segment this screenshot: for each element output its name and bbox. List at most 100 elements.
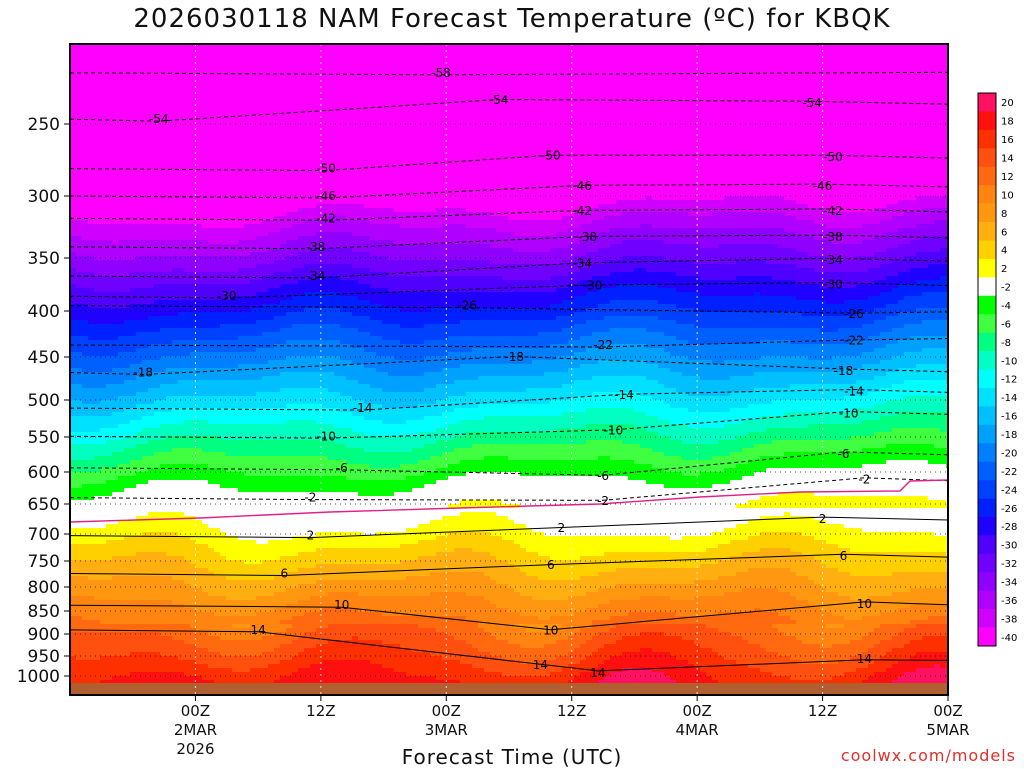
plot-area — [70, 44, 948, 695]
temperature-cell — [100, 52, 107, 57]
temperature-cell — [130, 400, 137, 405]
temperature-cell — [190, 236, 197, 241]
temperature-cell — [220, 680, 227, 685]
temperature-cell — [136, 344, 143, 349]
temperature-cell — [232, 592, 239, 597]
temperature-cell — [214, 448, 221, 453]
temperature-cell — [106, 144, 113, 149]
temperature-cell — [232, 76, 239, 81]
temperature-cell — [202, 288, 209, 293]
temperature-cell — [166, 512, 173, 517]
temperature-cell — [244, 312, 251, 317]
temperature-cell — [166, 252, 173, 257]
temperature-cell — [160, 652, 167, 657]
temperature-cell — [166, 228, 173, 233]
temperature-cell — [238, 212, 245, 217]
temperature-cell — [178, 144, 185, 149]
temperature-cell — [82, 624, 89, 629]
temperature-cell — [166, 440, 173, 445]
temperature-cell — [196, 336, 203, 341]
temperature-cell — [160, 620, 167, 625]
temperature-cell — [130, 580, 137, 585]
temperature-cell — [220, 568, 227, 573]
temperature-cell — [124, 504, 131, 509]
temperature-cell — [196, 272, 203, 277]
temperature-cell — [250, 296, 257, 301]
temperature-cell — [250, 212, 257, 217]
temperature-cell — [172, 132, 179, 137]
temperature-cell — [208, 536, 215, 541]
temperature-cell — [94, 140, 101, 145]
temperature-cell — [190, 356, 197, 361]
temperature-cell — [160, 324, 167, 329]
temperature-cell — [220, 504, 227, 509]
temperature-cell — [106, 284, 113, 289]
temperature-cell — [70, 668, 77, 673]
temperature-cell — [250, 56, 257, 61]
temperature-cell — [250, 120, 257, 125]
temperature-cell — [214, 232, 221, 237]
temperature-cell — [202, 284, 209, 289]
temperature-cell — [244, 268, 251, 273]
temperature-cell — [232, 600, 239, 605]
temperature-cell — [148, 404, 155, 409]
temperature-cell — [166, 656, 173, 661]
temperature-cell — [154, 52, 161, 57]
temperature-cell — [208, 432, 215, 437]
temperature-cell — [112, 264, 119, 269]
temperature-cell — [172, 396, 179, 401]
temperature-cell — [220, 272, 227, 277]
temperature-cell — [106, 108, 113, 113]
temperature-cell — [166, 592, 173, 597]
temperature-cell — [244, 584, 251, 589]
temperature-cell — [190, 120, 197, 125]
temperature-cell — [130, 144, 137, 149]
temperature-cell — [148, 492, 155, 497]
temperature-cell — [226, 380, 233, 385]
temperature-cell — [82, 104, 89, 109]
temperature-cell — [184, 548, 191, 553]
temperature-cell — [130, 492, 137, 497]
temperature-cell — [100, 376, 107, 381]
temperature-cell — [136, 184, 143, 189]
temperature-cell — [238, 516, 245, 521]
temperature-cell — [76, 544, 83, 549]
temperature-cell — [208, 564, 215, 569]
temperature-cell — [70, 612, 77, 617]
temperature-cell — [106, 516, 113, 521]
temperature-cell — [226, 232, 233, 237]
temperature-cell — [214, 536, 221, 541]
temperature-cell — [148, 548, 155, 553]
temperature-cell — [196, 480, 203, 485]
temperature-cell — [70, 284, 77, 289]
temperature-cell — [172, 332, 179, 337]
temperature-cell — [118, 672, 125, 677]
temperature-cell — [160, 160, 167, 165]
temperature-cell — [184, 60, 191, 65]
temperature-cell — [172, 116, 179, 121]
temperature-cell — [94, 160, 101, 165]
temperature-cell — [148, 264, 155, 269]
temperature-cell — [208, 520, 215, 525]
temperature-cell — [214, 668, 221, 673]
temperature-cell — [76, 332, 83, 337]
temperature-cell — [118, 152, 125, 157]
temperature-cell — [202, 508, 209, 513]
temperature-cell — [118, 352, 125, 357]
temperature-cell — [82, 120, 89, 125]
temperature-cell — [190, 552, 197, 557]
temperature-cell — [232, 312, 239, 317]
temperature-cell — [118, 236, 125, 241]
temperature-cell — [124, 380, 131, 385]
temperature-cell — [250, 380, 257, 385]
temperature-cell — [208, 300, 215, 305]
temperature-cell — [226, 140, 233, 145]
temperature-cell — [232, 460, 239, 465]
temperature-cell — [160, 632, 167, 637]
temperature-cell — [220, 464, 227, 469]
temperature-cell — [190, 196, 197, 201]
temperature-cell — [160, 284, 167, 289]
temperature-cell — [226, 244, 233, 249]
temperature-cell — [112, 380, 119, 385]
temperature-cell — [118, 480, 125, 485]
